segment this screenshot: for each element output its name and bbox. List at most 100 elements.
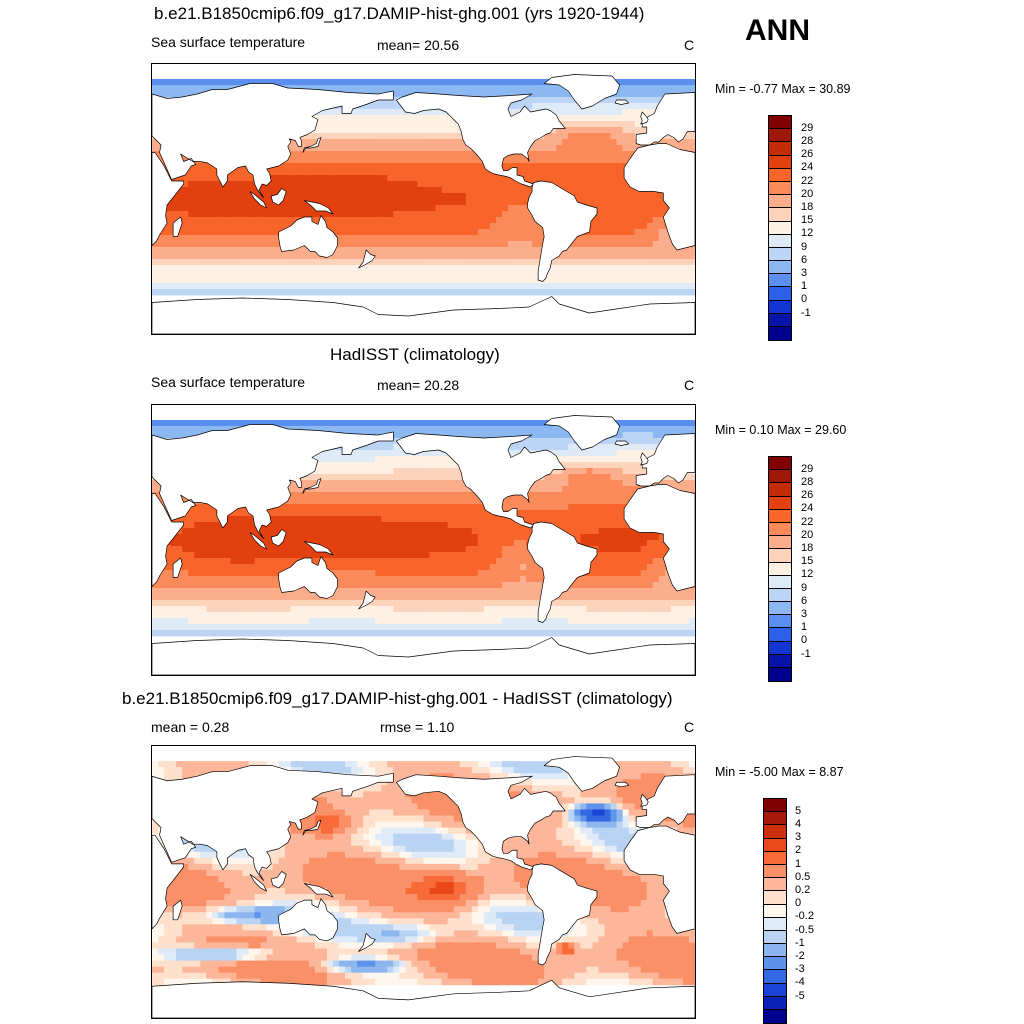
field-cell xyxy=(429,253,437,260)
field-cell xyxy=(580,462,587,469)
field-cell xyxy=(423,121,430,128)
field-cell xyxy=(447,187,455,194)
field-cell xyxy=(326,504,334,511)
field-cell xyxy=(357,504,364,511)
field-cell xyxy=(610,145,618,152)
field-cell xyxy=(423,163,430,170)
field-cell xyxy=(441,474,449,481)
field-cell xyxy=(574,277,581,284)
field-cell xyxy=(399,169,406,176)
field-cell xyxy=(435,283,443,290)
field-cell xyxy=(381,265,388,272)
field-cell xyxy=(242,229,249,236)
field-cell xyxy=(628,283,636,290)
field-cell xyxy=(375,277,382,284)
field-cell xyxy=(676,145,684,152)
field-cell xyxy=(363,492,370,499)
field-cell xyxy=(610,265,618,272)
field-cell xyxy=(423,85,430,92)
field-cell xyxy=(682,426,690,433)
field-cell xyxy=(670,271,678,278)
field-cell xyxy=(375,247,382,254)
field-cell xyxy=(423,271,430,278)
field-cell xyxy=(495,199,503,206)
field-cell xyxy=(320,474,328,481)
field-cell xyxy=(296,247,304,254)
field-cell xyxy=(501,271,509,278)
field-cell xyxy=(308,259,316,266)
field-cell xyxy=(592,193,599,200)
field-cell xyxy=(260,235,268,242)
field-cell xyxy=(688,486,695,493)
field-cell xyxy=(489,229,497,236)
field-cell xyxy=(375,480,382,487)
field-cell xyxy=(393,253,400,260)
field-cell xyxy=(526,193,533,200)
field-cell xyxy=(610,157,618,164)
field-cell xyxy=(333,450,340,457)
field-cell xyxy=(381,247,388,254)
field-cell xyxy=(351,193,358,200)
field-cell xyxy=(194,510,201,517)
field-cell xyxy=(351,510,358,517)
field-cell xyxy=(320,283,328,290)
field-cell xyxy=(200,181,207,188)
field-cell xyxy=(164,271,171,278)
field-cell xyxy=(260,205,268,212)
field-cell xyxy=(170,265,177,272)
field-cell xyxy=(357,510,364,517)
field-cell xyxy=(393,121,400,128)
field-cell xyxy=(417,516,424,523)
field-cell xyxy=(170,289,177,296)
field-cell xyxy=(477,241,485,248)
field-cell xyxy=(345,133,352,140)
field-cell xyxy=(290,528,298,535)
field-cell xyxy=(501,223,509,230)
field-cell xyxy=(302,169,310,176)
field-cell xyxy=(326,115,334,122)
field-cell xyxy=(411,121,418,128)
field-cell xyxy=(290,145,298,152)
field-cell xyxy=(411,426,418,433)
field-cell xyxy=(405,187,412,194)
field-cell xyxy=(514,253,521,260)
field-cell xyxy=(616,205,624,212)
field-cell xyxy=(568,97,575,104)
field-cell xyxy=(580,145,587,152)
field-cell xyxy=(387,247,394,254)
field-cell xyxy=(357,121,364,128)
field-cell xyxy=(435,187,443,194)
field-cell xyxy=(664,289,672,296)
field-cell xyxy=(206,187,213,194)
field-cell xyxy=(544,438,551,445)
field-cell xyxy=(556,450,563,457)
field-cell xyxy=(417,498,424,505)
field-cell xyxy=(568,109,575,116)
field-cell xyxy=(399,504,406,511)
field-cell xyxy=(507,235,515,242)
field-cell xyxy=(441,522,449,529)
field-cell xyxy=(296,211,304,218)
field-cell xyxy=(514,528,521,535)
field-cell xyxy=(640,109,648,116)
field-cell xyxy=(586,522,593,529)
field-cell xyxy=(152,79,159,86)
field-cell xyxy=(296,205,304,212)
field-cell xyxy=(314,181,322,188)
field-cell xyxy=(586,492,593,499)
field-cell xyxy=(501,259,509,266)
field-cell xyxy=(550,145,557,152)
field-cell xyxy=(314,211,322,218)
field-cell xyxy=(284,223,292,230)
field-cell xyxy=(526,253,533,260)
field-cell xyxy=(507,181,515,188)
field-cell xyxy=(423,480,430,487)
field-cell xyxy=(351,175,358,182)
field-cell xyxy=(399,271,406,278)
field-cell xyxy=(363,444,370,451)
field-cell xyxy=(381,277,388,284)
field-cell xyxy=(640,193,648,200)
field-cell xyxy=(634,205,642,212)
field-cell xyxy=(369,181,376,188)
field-cell xyxy=(224,265,231,272)
